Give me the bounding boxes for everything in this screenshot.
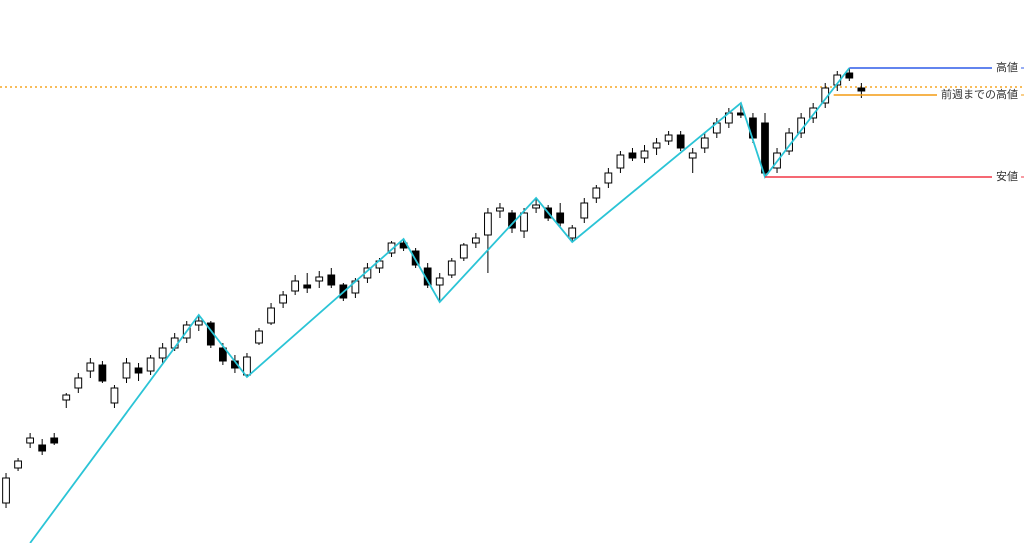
candle-body [688,152,697,159]
candle-body [447,260,456,276]
level-label: 高値 [996,60,1018,74]
candle-body [303,284,312,289]
candle-body [484,212,492,236]
candle-body [62,394,71,401]
candle-body [14,460,22,469]
candle-body [761,122,769,174]
candle-body [315,276,324,282]
level-label: 前週までの高値 [941,87,1018,101]
candle-body [26,437,34,444]
candle-body [496,207,504,212]
candle-body [98,364,107,382]
candle-body [700,137,709,149]
candle-body [580,202,589,219]
candle-body [243,356,251,376]
candle-body [459,244,468,259]
candle-body [664,134,673,142]
candle-body [38,444,47,452]
candle-body [520,212,528,232]
candle-body [2,477,10,504]
candle-body [134,367,143,374]
candle-body [387,242,396,254]
candle-body [158,347,167,359]
candle-body [74,377,83,389]
zigzag-line [29,67,851,543]
candle-body [50,437,59,444]
candle-body [556,212,565,224]
candle-body [592,187,601,199]
candle-body [628,152,637,159]
candle-body [146,357,155,372]
candle-body [857,87,866,92]
candle-body [652,142,661,149]
level-label: 安値 [996,169,1018,183]
candle-body [604,172,613,184]
candle-body [676,134,685,149]
candle-body [845,72,854,79]
candle-body [218,347,227,362]
candle-body [568,227,577,239]
candle-body [255,330,263,344]
candle-body [616,154,625,169]
candle-body [435,277,444,286]
candle-body [640,150,649,159]
candle-body [110,387,119,404]
candle-body [194,320,203,326]
candle-body [532,204,540,209]
candle-body [471,237,480,244]
candle-body [327,274,336,286]
candle-body [267,307,275,324]
candle-body [86,362,95,372]
candle-body [737,112,745,116]
candle-body [411,250,420,266]
candle-body [279,294,287,304]
candle-body [809,107,818,119]
candle-body [122,362,131,379]
candle-body [291,280,300,292]
